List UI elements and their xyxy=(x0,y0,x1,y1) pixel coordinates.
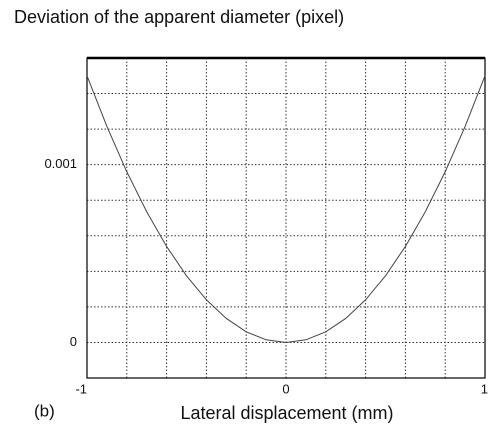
x-tick-label: -1 xyxy=(75,381,87,396)
panel-label: (b) xyxy=(34,401,55,420)
y-tick-label: 0.001 xyxy=(44,156,77,171)
x-axis-label: Lateral displacement (mm) xyxy=(180,403,393,423)
chart-title: Deviation of the apparent diameter (pixe… xyxy=(14,7,344,27)
x-tick-label: 0 xyxy=(282,381,289,396)
plot-frame xyxy=(86,57,486,379)
x-tick-label: 1 xyxy=(481,381,488,396)
y-tick-label: 0 xyxy=(70,334,77,349)
curve xyxy=(86,75,486,343)
